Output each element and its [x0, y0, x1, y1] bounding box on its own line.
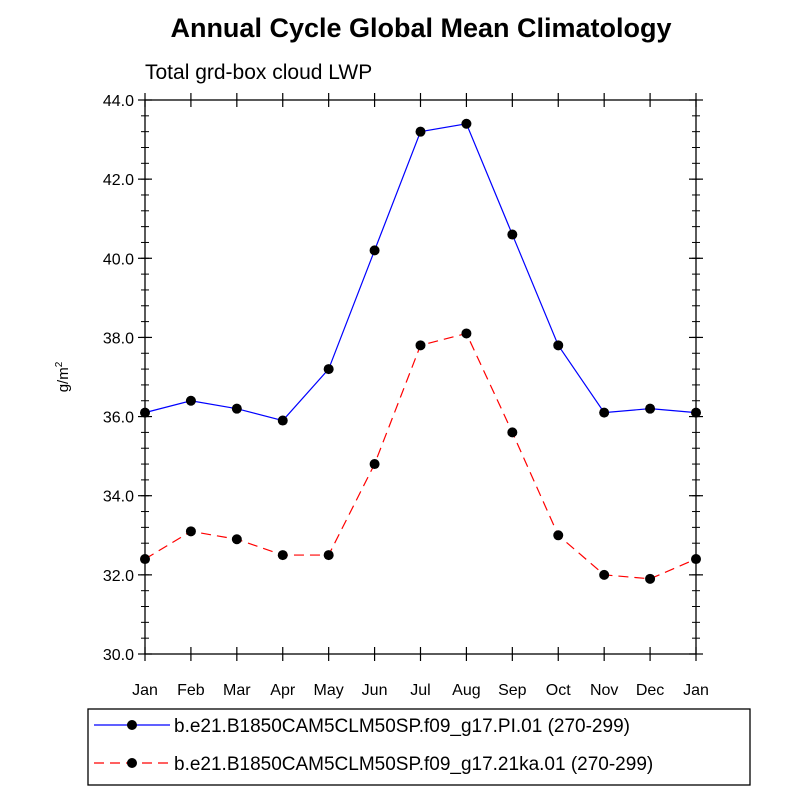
axis-ticks — [138, 93, 703, 661]
y-tick-label: 42.0 — [103, 172, 134, 189]
x-tick-label: Sep — [498, 682, 527, 699]
y-axis-label-text: g/m — [55, 367, 72, 392]
x-tick-label: Apr — [270, 682, 296, 699]
data-point — [553, 340, 564, 351]
legend-marker-1 — [127, 720, 137, 730]
chart-subtitle: Total grd-box cloud LWP — [145, 61, 372, 84]
data-point — [323, 550, 334, 561]
data-point — [507, 229, 518, 240]
x-tick-label: Jan — [683, 682, 709, 699]
data-point — [231, 403, 242, 414]
data-point — [185, 526, 196, 537]
data-point — [599, 407, 610, 418]
legend-box — [87, 708, 751, 786]
x-tick-label: Jul — [410, 682, 430, 699]
x-axis-tick-labels: Jan Feb Mar Apr May Jun Jul Aug Sep Oct Nov Dec Jan — [132, 682, 709, 699]
x-tick-label: Dec — [636, 682, 664, 699]
data-point — [507, 427, 518, 438]
legend-marker-2 — [127, 758, 137, 768]
data-point — [277, 550, 288, 561]
legend-label-2: b.e21.B1850CAM5CLM50SP.f09_g17.21ka.01 (… — [174, 754, 653, 775]
series-line — [144, 123, 697, 422]
data-point — [415, 126, 426, 137]
data-point — [185, 395, 196, 406]
data-point — [645, 403, 656, 414]
data-point — [277, 415, 288, 426]
plot-frame — [144, 99, 697, 655]
data-point — [231, 534, 242, 545]
data-point — [461, 328, 472, 339]
y-tick-label: 40.0 — [103, 251, 134, 268]
x-tick-label: Jan — [132, 682, 158, 699]
series-line — [144, 332, 697, 580]
data-point — [323, 364, 334, 375]
y-tick-label: 38.0 — [103, 330, 134, 347]
y-tick-label: 36.0 — [103, 410, 134, 427]
y-axis-label-superscript: 2 — [54, 361, 65, 367]
series-group — [140, 118, 701, 584]
y-tick-label: 44.0 — [103, 93, 134, 110]
data-point — [369, 459, 380, 470]
x-tick-label: May — [314, 682, 344, 699]
legend: b.e21.B1850CAM5CLM50SP.f09_g17.PI.01 (27… — [87, 708, 751, 786]
data-point — [461, 118, 472, 129]
x-tick-label: Aug — [452, 682, 480, 699]
data-point — [645, 573, 656, 584]
x-tick-label: Oct — [546, 682, 571, 699]
y-tick-label: 34.0 — [103, 489, 134, 506]
y-tick-label: 30.0 — [103, 647, 134, 664]
x-tick-label: Nov — [590, 682, 618, 699]
y-tick-label: 32.0 — [103, 568, 134, 585]
x-tick-label: Mar — [223, 682, 251, 699]
series-2 — [140, 328, 701, 584]
data-point — [369, 245, 380, 256]
data-point — [553, 530, 564, 541]
x-tick-label: Feb — [177, 682, 205, 699]
series-1 — [140, 118, 701, 426]
x-tick-label: Jun — [362, 682, 388, 699]
y-axis-label: g/m2 — [54, 361, 72, 392]
chart-title: Annual Cycle Global Mean Climatology — [170, 13, 671, 43]
legend-label-1: b.e21.B1850CAM5CLM50SP.f09_g17.PI.01 (27… — [174, 716, 630, 737]
y-axis-tick-labels: 30.0 32.0 34.0 36.0 38.0 40.0 42.0 44.0 — [103, 93, 134, 664]
data-point — [415, 340, 426, 351]
data-point — [599, 569, 610, 580]
